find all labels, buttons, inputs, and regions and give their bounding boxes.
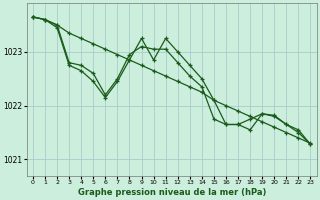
X-axis label: Graphe pression niveau de la mer (hPa): Graphe pression niveau de la mer (hPa)	[77, 188, 266, 197]
